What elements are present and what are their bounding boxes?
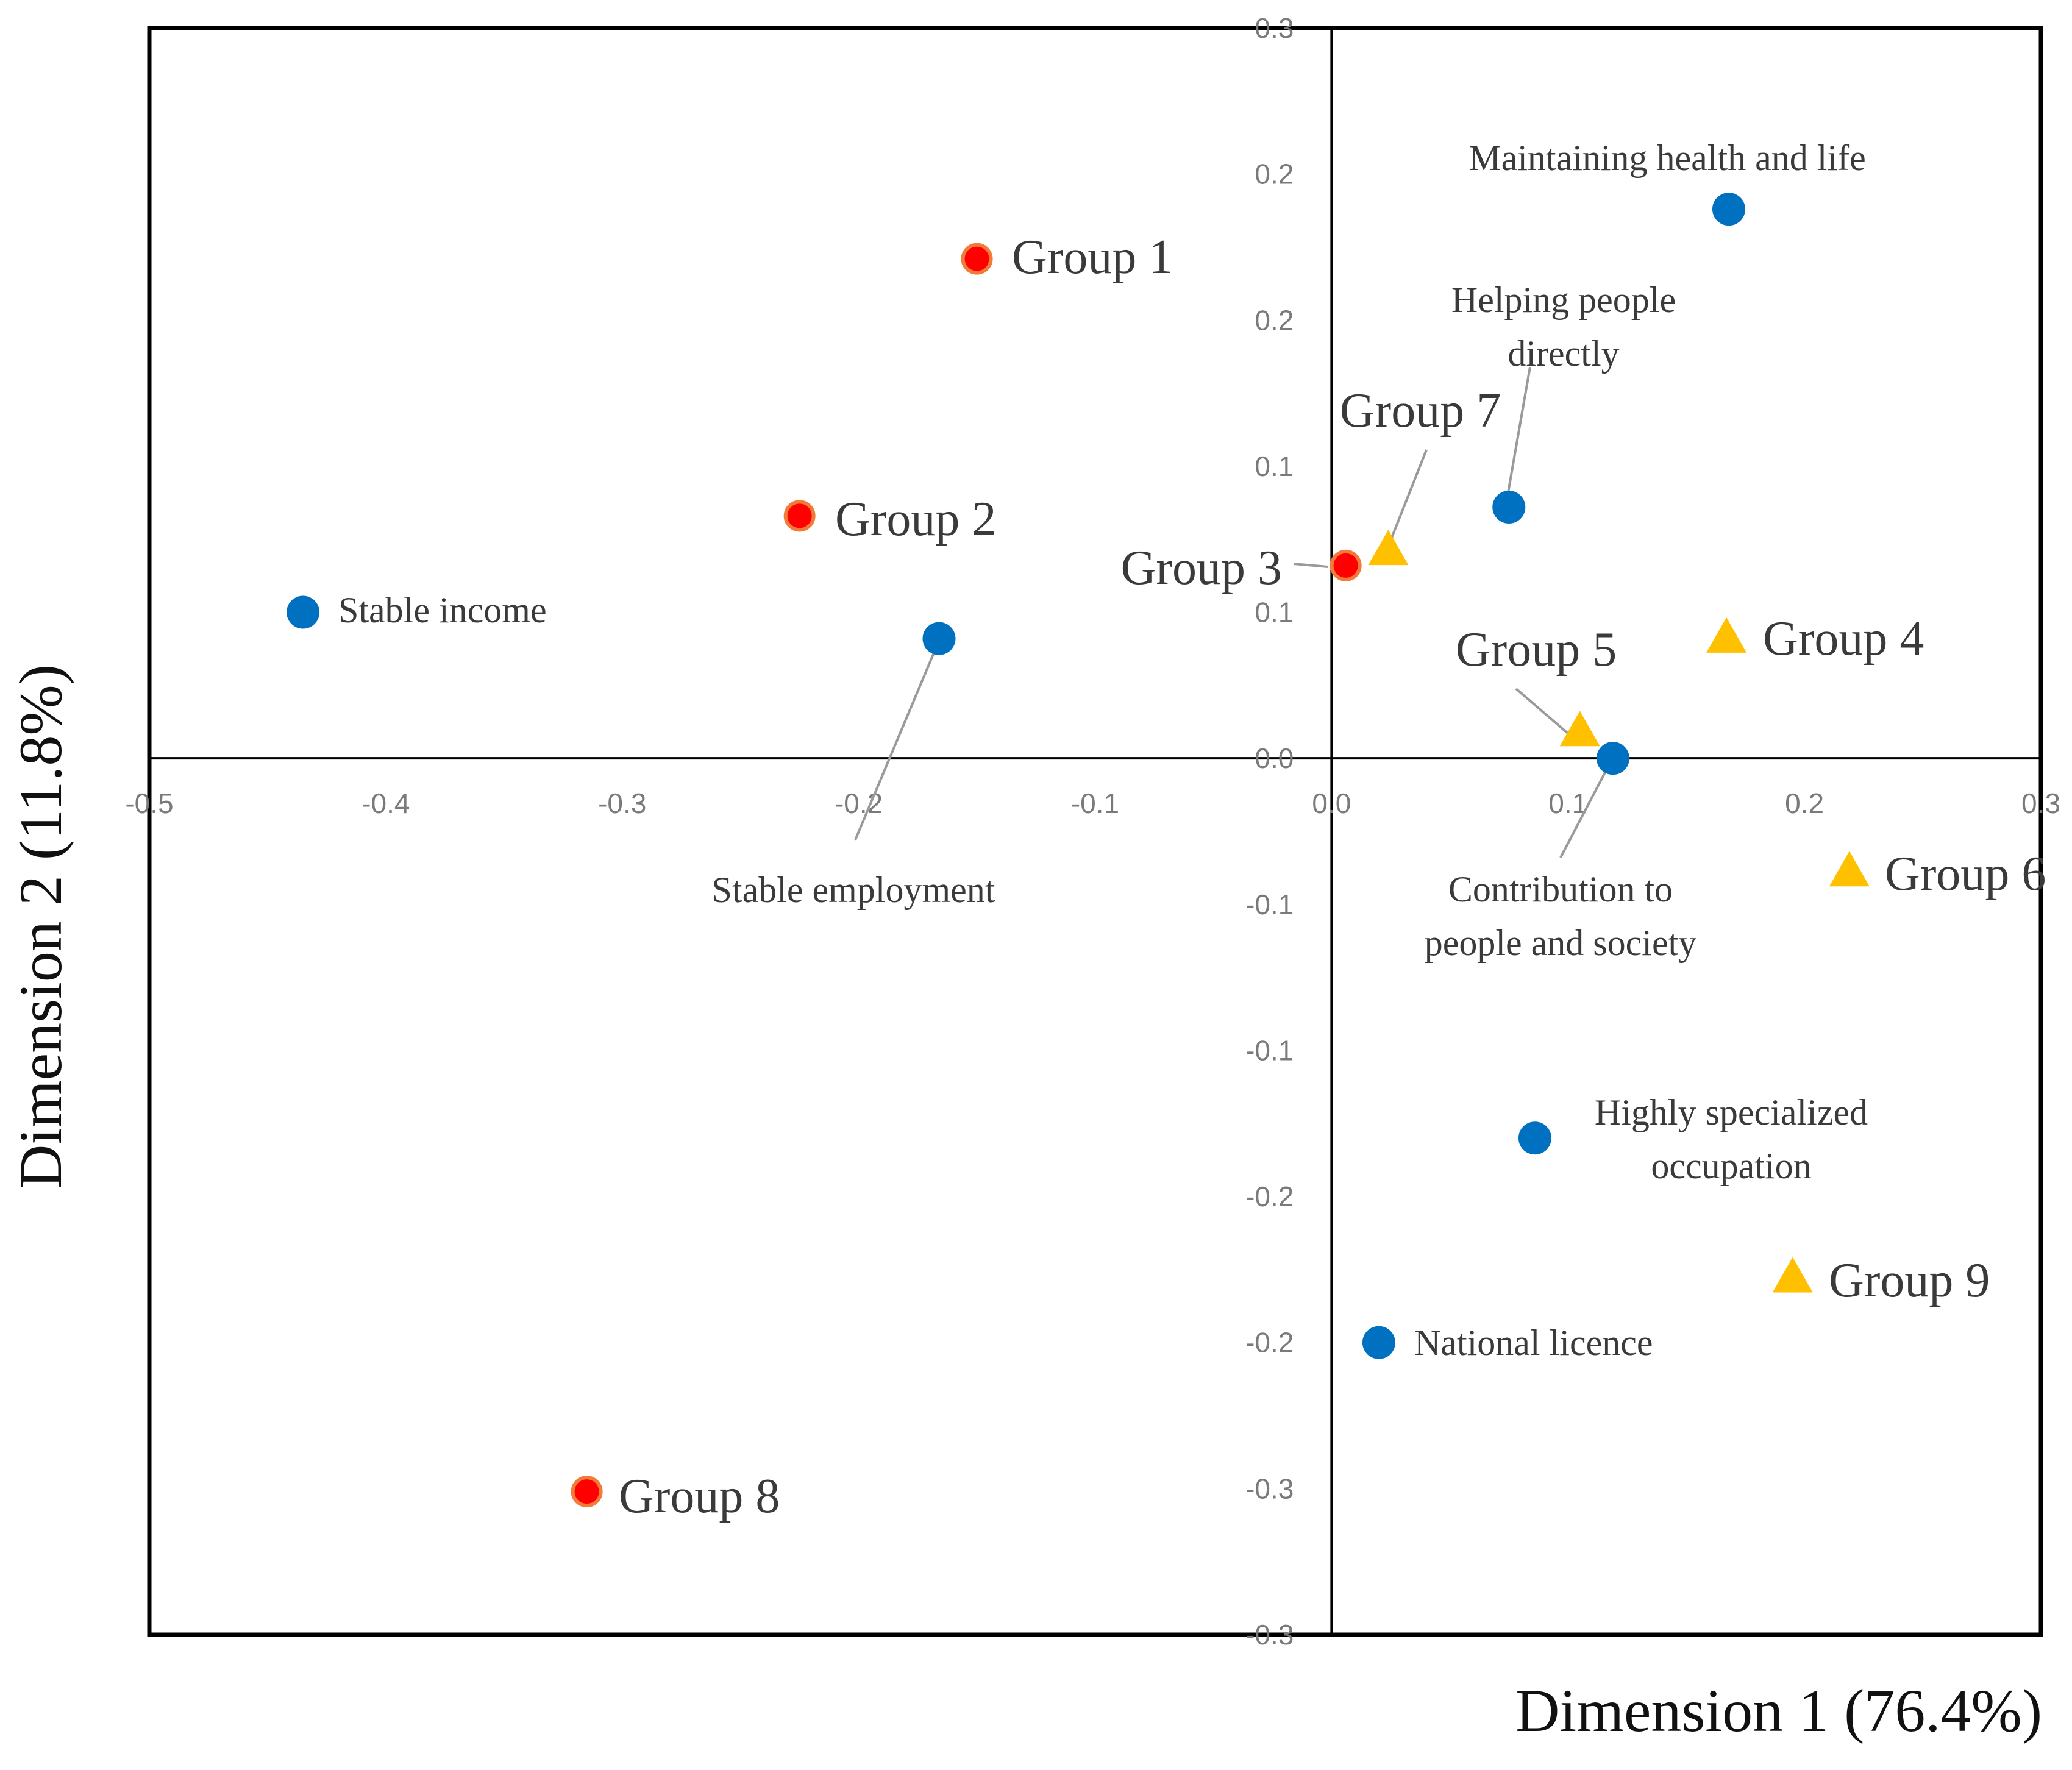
point-label-line: Group 2 bbox=[835, 492, 996, 546]
y-tick-label: -0.3 bbox=[1245, 1619, 1294, 1651]
x-tick-label: 0.1 bbox=[1548, 787, 1587, 819]
point-label-line: Stable income bbox=[338, 590, 547, 630]
item-circle-marker bbox=[1518, 1121, 1551, 1155]
label-layer: Group 1 Group 2 Group 3 Group 4 Group 5 Group… bbox=[338, 138, 2046, 1523]
point-label-line: Stable employment bbox=[712, 870, 995, 910]
point-label-line: people and society bbox=[1425, 923, 1697, 963]
leader-layer bbox=[854, 366, 1611, 858]
point-label-line: Maintaining health and life bbox=[1469, 138, 1865, 178]
y-tick-label: -0.2 bbox=[1245, 1181, 1294, 1212]
group-circle-marker bbox=[571, 1476, 603, 1508]
point-label-line: Group 7 bbox=[1340, 384, 1501, 438]
point-label: Maintaining health and life bbox=[1469, 138, 1865, 178]
triangle-marker bbox=[1829, 851, 1870, 887]
x-axis-title: Dimension 1 (76.4%) bbox=[1515, 1677, 2042, 1744]
point-label: National licence bbox=[1414, 1323, 1653, 1363]
item-circle-marker bbox=[922, 622, 956, 655]
triangle-marker bbox=[1368, 530, 1409, 566]
point-label-line: Group 3 bbox=[1121, 541, 1282, 595]
point-label: Group 5 bbox=[1456, 623, 1617, 677]
leader-line bbox=[1515, 688, 1574, 739]
point-label: Contribution to people and society bbox=[1425, 869, 1697, 963]
item-circle-marker bbox=[1492, 491, 1526, 524]
point-label-line: Helping people bbox=[1451, 280, 1676, 320]
y-tick-label: -0.3 bbox=[1245, 1473, 1294, 1504]
axes-layer bbox=[149, 28, 2041, 1635]
y-tick-label: 0.2 bbox=[1255, 304, 1294, 336]
point-label: Group 9 bbox=[1829, 1254, 1990, 1307]
point-label-line: Group 6 bbox=[1885, 847, 2046, 901]
item-circle-marker bbox=[1362, 1326, 1395, 1359]
item-circle-marker bbox=[1596, 742, 1629, 775]
point-label-line: directly bbox=[1508, 333, 1619, 374]
y-axis-title: Dimension 2 (11.8%) bbox=[7, 664, 74, 1189]
y-tick-label: 0.3 bbox=[1255, 12, 1294, 44]
point-label: Highly specialized occupation bbox=[1595, 1092, 1868, 1186]
leader-line bbox=[1559, 762, 1611, 858]
point-label: Group 2 bbox=[835, 492, 996, 546]
point-label: Group 8 bbox=[619, 1470, 780, 1523]
point-label: Stable income bbox=[338, 590, 547, 630]
item-circle-marker bbox=[1712, 193, 1746, 226]
point-label: Group 1 bbox=[1012, 230, 1173, 284]
y-tick-label: -0.1 bbox=[1245, 889, 1294, 920]
item-circle-marker bbox=[287, 595, 320, 629]
point-label-line: Group 4 bbox=[1763, 612, 1924, 666]
leader-line bbox=[1507, 366, 1531, 493]
group-circle-marker bbox=[783, 500, 816, 532]
point-label-line: Group 1 bbox=[1012, 230, 1173, 284]
triangle-marker bbox=[1772, 1257, 1813, 1293]
x-tick-label: 0.2 bbox=[1785, 787, 1824, 819]
tick-layer: -0.5 -0.4 -0.3 -0.2 -0.1 0.0 0.1 0.2 0.3 0.3 0.2 0.… bbox=[125, 12, 2060, 1651]
x-tick-label: -0.3 bbox=[598, 787, 646, 819]
triangle-marker bbox=[1706, 617, 1747, 653]
x-tick-label: 0.3 bbox=[2021, 787, 2060, 819]
point-label-line: Highly specialized bbox=[1595, 1092, 1868, 1132]
group-circle-marker bbox=[1330, 549, 1362, 581]
point-label-line: occupation bbox=[1651, 1146, 1811, 1186]
y-tick-label: -0.2 bbox=[1245, 1327, 1294, 1359]
group-circle-marker bbox=[961, 243, 993, 275]
point-label-line: Group 8 bbox=[619, 1470, 780, 1523]
y-tick-label: 0.1 bbox=[1255, 597, 1294, 628]
plot-frame bbox=[147, 26, 2043, 1637]
marker-layer bbox=[287, 193, 1870, 1508]
point-label: Group 3 bbox=[1121, 541, 1282, 595]
point-label: Stable employment bbox=[712, 870, 995, 910]
x-tick-label: -0.4 bbox=[361, 787, 410, 819]
x-tick-label: -0.5 bbox=[125, 787, 173, 819]
y-tick-label: 0.0 bbox=[1255, 742, 1294, 774]
point-label-line: Group 5 bbox=[1456, 623, 1617, 677]
y-tick-label: 0.2 bbox=[1255, 158, 1294, 190]
x-tick-label: -0.1 bbox=[1071, 787, 1119, 819]
point-label: Helping people directly bbox=[1451, 280, 1676, 374]
point-label: Group 7 bbox=[1340, 384, 1501, 438]
y-tick-label: -0.1 bbox=[1245, 1034, 1294, 1066]
leader-line bbox=[1293, 563, 1328, 568]
triangle-marker bbox=[1559, 711, 1600, 747]
point-label-line: National licence bbox=[1414, 1323, 1653, 1363]
point-label: Group 6 bbox=[1885, 847, 2046, 901]
leader-line bbox=[854, 641, 940, 841]
point-label-line: Group 9 bbox=[1829, 1254, 1990, 1307]
point-label-line: Contribution to bbox=[1448, 869, 1673, 909]
y-tick-label: 0.1 bbox=[1255, 450, 1294, 482]
point-label: Group 4 bbox=[1763, 612, 1924, 666]
x-tick-label: 0.0 bbox=[1312, 787, 1351, 819]
